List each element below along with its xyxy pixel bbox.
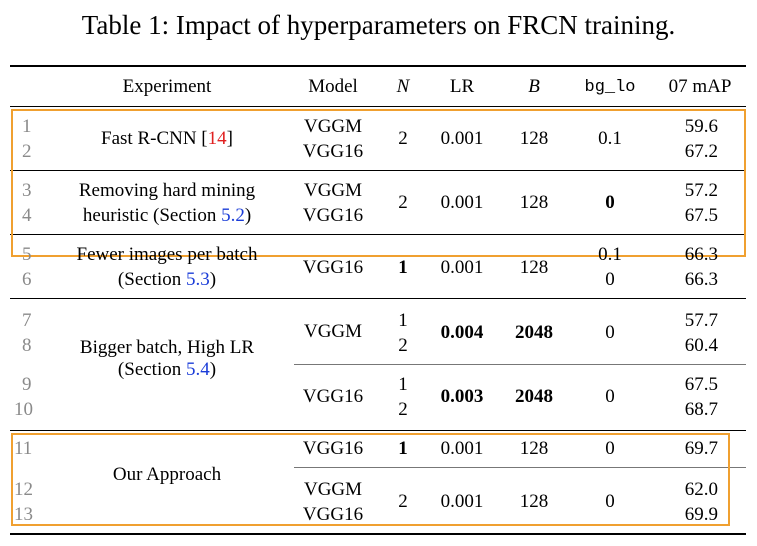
map-cell: 67.5 [684,374,718,395]
row-number: 2 [22,141,32,162]
model-cell: VGGM [303,180,363,201]
map-cell: 62.0 [684,479,718,500]
model-cell: VGGM [303,479,363,500]
row-number: 3 [22,180,32,201]
batch-cell: 128 [519,491,549,512]
bg-lo-cell: 0.1 [598,128,622,149]
section-link[interactable]: 5.4 [186,359,210,380]
table-caption: Table 1: Impact of hyperparameters on FR… [81,10,676,40]
model-cell: VGG16 [302,438,364,459]
section-link[interactable]: 5.3 [186,269,210,290]
row-number: 7 [22,310,32,331]
bottom-rule [10,533,746,535]
map-cell: 66.3 [684,244,718,265]
experiment-label: Bigger batch, High LR [79,337,255,358]
n-cell: 1 [398,374,408,395]
bg-lo-cell: 0.1 [598,244,622,265]
model-cell: VGGM [303,321,363,342]
subgroup-rule [294,467,746,468]
n-cell: 2 [398,491,408,512]
lr-cell: 0.001 [440,438,484,459]
group-rule [10,298,746,299]
experiment-label: Fewer images per batch [76,244,258,265]
lr-cell: 0.001 [440,192,484,213]
group-rule [10,170,746,171]
lr-cell: 0.003 [440,386,484,407]
header-bg-lo: bg_lo [584,78,636,97]
bg-lo-cell: 0 [605,438,615,459]
model-cell: VGG16 [302,205,364,226]
row-number: 8 [22,335,32,356]
group-rule [10,234,746,235]
header-map: 07 mAP [668,76,732,97]
batch-cell: 128 [519,257,549,278]
row-number: 6 [22,269,32,290]
experiment-label: (Section 5.3) [117,269,217,290]
n-cell: 1 [398,438,408,459]
n-cell: 2 [398,335,408,356]
lr-cell: 0.001 [440,257,484,278]
model-cell: VGG16 [302,257,364,278]
model-cell: VGGM [303,116,363,137]
row-number: 13 [14,504,33,525]
row-number: 1 [22,116,32,137]
bg-lo-cell: 0 [605,192,615,213]
bg-lo-cell: 0 [605,269,615,290]
header-lr: LR [449,76,475,97]
top-rule [10,65,746,67]
header-n: N [396,76,410,97]
highlight-box-our-approach [11,433,730,526]
map-cell: 60.4 [684,335,718,356]
bg-lo-cell: 0 [605,322,615,343]
experiment-label: Removing hard mining [78,180,256,201]
group-rule [10,430,746,431]
subgroup-rule [294,364,746,365]
row-number: 11 [14,438,33,459]
citation-link[interactable]: 14 [207,128,227,149]
model-cell: VGG16 [302,386,364,407]
map-cell: 66.3 [684,269,718,290]
row-number: 12 [14,479,33,500]
row-number: 9 [22,374,32,395]
experiment-label: Our Approach [112,464,222,485]
map-cell: 67.5 [684,205,718,226]
map-cell: 69.9 [684,504,718,525]
n-cell: 2 [398,399,408,420]
header-rule [10,106,746,107]
row-number: 10 [14,399,33,420]
batch-cell: 128 [519,192,549,213]
map-cell: 59.6 [684,116,718,137]
batch-cell: 128 [519,438,549,459]
n-cell: 2 [398,128,408,149]
map-cell: 67.2 [684,141,718,162]
highlight-box-baseline [11,109,746,257]
model-cell: VGG16 [302,504,364,525]
n-cell: 1 [398,310,408,331]
batch-cell: 2048 [515,386,553,407]
row-number: 4 [22,205,32,226]
n-cell: 2 [398,192,408,213]
experiment-label: (Section 5.4) [117,359,217,380]
header-model: Model [308,76,358,97]
batch-cell: 2048 [515,322,553,343]
batch-cell: 128 [519,128,549,149]
map-cell: 69.7 [684,438,718,459]
bg-lo-cell: 0 [605,386,615,407]
section-link[interactable]: 5.2 [221,205,245,226]
lr-cell: 0.001 [440,128,484,149]
lr-cell: 0.001 [440,491,484,512]
map-cell: 57.2 [684,180,718,201]
header-experiment: Experiment [122,76,212,97]
model-cell: VGG16 [302,141,364,162]
experiment-label: heuristic (Section 5.2) [82,205,252,226]
experiment-label: Fast R-CNN [14] [101,128,233,149]
map-cell: 57.7 [684,310,718,331]
row-number: 5 [22,244,32,265]
map-cell: 68.7 [684,399,718,420]
n-cell: 1 [398,257,408,278]
lr-cell: 0.004 [440,322,484,343]
bg-lo-cell: 0 [605,491,615,512]
header-b: B [528,76,540,97]
